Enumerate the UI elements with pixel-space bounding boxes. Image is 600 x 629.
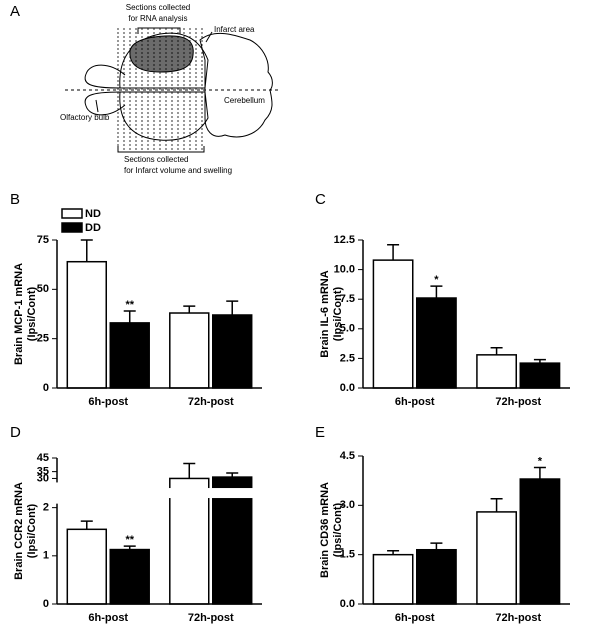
significance: ** <box>125 299 134 311</box>
bar <box>416 297 457 389</box>
y-axis-label: Brain MCP-1 mRNA <box>13 263 25 365</box>
y-axis-label: (Ipsi/Cont) <box>26 503 38 558</box>
y-tick-label: 7.5 <box>340 293 355 305</box>
bar <box>109 548 150 605</box>
bar <box>519 362 561 389</box>
bar <box>169 312 210 389</box>
y-tick-label: 10.0 <box>334 264 355 276</box>
error-bar <box>533 466 546 480</box>
x-tick-label: 72h-post <box>495 612 541 624</box>
bar <box>416 548 457 605</box>
infarct-leader <box>205 31 213 43</box>
y-tick-label: 0.0 <box>340 382 355 394</box>
legend-swatch <box>61 222 83 233</box>
legend-label: DD <box>85 222 101 234</box>
swelling-label: Sections collected <box>124 155 188 164</box>
bar <box>212 314 253 389</box>
y-tick-label: 3.0 <box>340 499 355 511</box>
y-tick-label: 1.5 <box>340 549 355 561</box>
y-tick-label: 4.5 <box>340 450 355 462</box>
panel-label: C <box>315 191 326 208</box>
legend-label: ND <box>85 208 101 220</box>
x-tick-label: 6h-post <box>395 396 435 408</box>
axis-break <box>59 488 264 499</box>
bar <box>519 478 561 605</box>
rna-label: Sections collected <box>126 3 190 12</box>
y-tick-label: 1 <box>43 550 49 562</box>
rna-label: for RNA analysis <box>128 14 187 23</box>
olfactory-label: Olfactory bulb <box>60 113 110 122</box>
infarct-shape <box>129 35 194 73</box>
y-tick-label: 75 <box>37 234 49 246</box>
rna-bracket <box>137 27 181 34</box>
error-bar <box>80 239 93 262</box>
panel-label: D <box>10 424 21 441</box>
swelling-label: for Infarct volume and swelling <box>124 166 232 175</box>
error-bar <box>490 498 503 512</box>
bar <box>476 354 518 389</box>
y-tick-label: 12.5 <box>334 234 355 246</box>
section-lines <box>117 28 203 152</box>
bar <box>109 322 150 389</box>
x-tick-label: 6h-post <box>88 612 128 624</box>
diagram <box>65 27 278 153</box>
y-axis-label: Brain IL-6 mRNA <box>319 270 331 357</box>
panel-label: E <box>315 424 325 441</box>
x-tick-label: 72h-post <box>188 612 234 624</box>
x-tick-label: 6h-post <box>395 612 435 624</box>
y-tick-label: 2 <box>43 502 49 514</box>
y-axis-label: (Ipsi/Cont) <box>332 286 344 341</box>
y-tick-label: 30 <box>37 472 49 484</box>
error-bar <box>226 300 239 315</box>
error-bar <box>123 310 136 323</box>
error-bar <box>490 346 503 355</box>
y-tick-label: 2.5 <box>340 352 355 364</box>
x-tick-label: 72h-post <box>495 396 541 408</box>
error-bar <box>387 243 400 261</box>
y-tick-label: 5.0 <box>340 323 355 335</box>
y-tick-label: 35 <box>37 466 49 478</box>
y-axis-label: Brain CD36 mRNA <box>319 482 331 578</box>
y-tick-label: 45 <box>37 452 49 464</box>
cerebellum-shape <box>199 32 273 138</box>
y-axis-label: Brain CCR2 mRNA <box>13 482 25 580</box>
error-bar <box>183 462 196 479</box>
error-bar <box>183 305 196 314</box>
bar <box>372 553 414 605</box>
y-axis-label: (Ipsi/Cont) <box>332 502 344 557</box>
olfactory-bulb-shape <box>84 64 126 116</box>
error-bar <box>430 542 443 550</box>
significance: ** <box>125 534 134 546</box>
cerebellum-label: Cerebellum <box>224 96 265 105</box>
y-axis-label: (Ipsi/Cont) <box>26 286 38 341</box>
panel-label: A <box>10 3 20 20</box>
significance: * <box>538 455 543 467</box>
olfactory-leader <box>95 99 99 113</box>
panel-label: B <box>10 191 20 208</box>
infarct-label: Infarct area <box>214 25 255 34</box>
error-bar <box>80 520 93 530</box>
y-tick-label: 0 <box>43 382 49 394</box>
significance: * <box>434 274 439 286</box>
bar <box>66 260 108 389</box>
bar <box>372 259 414 389</box>
y-tick-label: 50 <box>37 283 49 295</box>
y-tick-label: 0 <box>43 598 49 610</box>
x-tick-label: 6h-post <box>88 396 128 408</box>
y-tick-label: 0.0 <box>340 598 355 610</box>
bar <box>66 528 108 605</box>
legend-swatch <box>61 208 83 219</box>
y-tick-label: 25 <box>37 333 49 345</box>
bar <box>476 511 518 605</box>
bar <box>212 476 253 605</box>
error-bar <box>430 285 443 299</box>
bar <box>169 477 210 605</box>
swelling-bracket <box>117 146 205 153</box>
x-tick-label: 72h-post <box>188 396 234 408</box>
